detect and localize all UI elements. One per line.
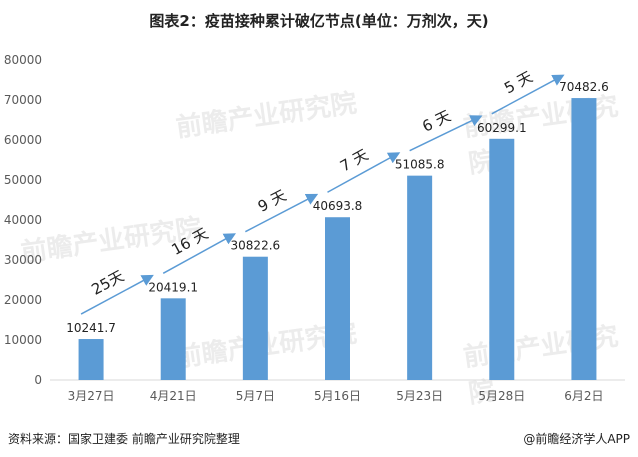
x-tick-label: 5月23日 — [396, 389, 443, 403]
y-tick-label: 30000 — [4, 253, 42, 267]
bar — [325, 217, 350, 380]
x-tick-label: 3月27日 — [68, 389, 115, 403]
y-tick-label: 70000 — [4, 93, 42, 107]
bar-value-label: 10241.7 — [66, 321, 116, 335]
interval-arrow — [162, 233, 236, 274]
bar — [78, 339, 104, 380]
bar-value-label: 30822.6 — [231, 239, 281, 253]
x-tick-label: 5月16日 — [314, 389, 361, 403]
bar — [489, 138, 515, 380]
x-tick-label: 4月21日 — [150, 389, 197, 403]
y-tick-label: 80000 — [4, 53, 42, 67]
bar — [160, 298, 186, 380]
bar — [242, 256, 268, 380]
bar-value-label: 51085.8 — [395, 158, 445, 172]
credit-note: @前瞻经济学人APP — [523, 432, 630, 446]
interval-arrow — [491, 74, 565, 115]
interval-label: 16 天 — [169, 224, 212, 258]
bar-value-label: 70482.6 — [559, 80, 609, 94]
interval-label: 25天 — [88, 267, 127, 299]
bar — [407, 175, 433, 380]
y-tick-label: 50000 — [4, 173, 42, 187]
bar-value-label: 20419.1 — [148, 280, 198, 294]
interval-arrow — [327, 152, 401, 193]
bar-value-label: 60299.1 — [477, 121, 527, 135]
interval-arrow — [80, 274, 154, 315]
y-tick-label: 20000 — [4, 293, 42, 307]
bar-value-label: 40693.8 — [313, 199, 363, 213]
x-tick-label: 6月2日 — [564, 389, 603, 403]
source-note: 资料来源：国家卫建委 前瞻产业研究院整理 — [8, 432, 240, 446]
y-tick-label: 0 — [34, 373, 42, 387]
x-tick-label: 5月7日 — [236, 389, 275, 403]
y-tick-label: 40000 — [4, 213, 42, 227]
y-tick-label: 60000 — [4, 133, 42, 147]
interval-arrow — [409, 115, 483, 152]
chart-title: 图表2：疫苗接种累计破亿节点(单位：万剂次，天) — [149, 12, 489, 30]
x-tick-label: 5月28日 — [478, 389, 525, 403]
y-tick-label: 10000 — [4, 333, 42, 347]
bar — [571, 98, 597, 380]
interval-arrow — [245, 193, 319, 233]
